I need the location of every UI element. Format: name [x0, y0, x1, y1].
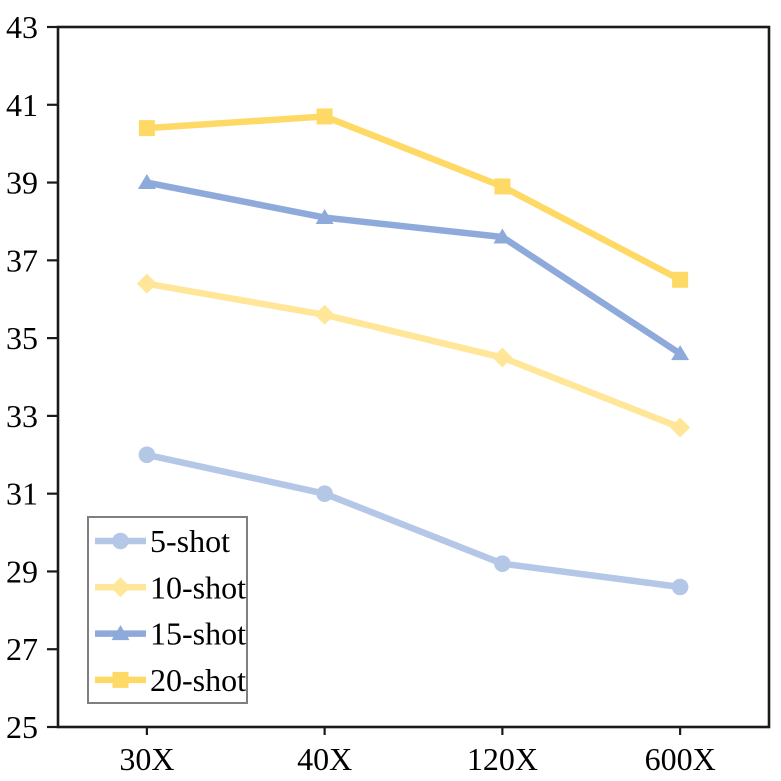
legend-item-15-shot: 15-shot — [95, 616, 246, 652]
y-axis-tick-label: 37 — [6, 242, 38, 278]
y-axis-tick-label: 41 — [6, 87, 38, 123]
data-point-marker-10-shot — [670, 417, 691, 438]
legend-marker-square-icon — [112, 671, 129, 688]
x-axis-tick-label: 40X — [297, 741, 352, 777]
y-axis-tick-label: 43 — [6, 9, 38, 45]
data-point-marker-15-shot — [137, 174, 156, 190]
legend-item-20-shot: 20-shot — [95, 662, 246, 698]
legend-marker-triangle-icon — [111, 625, 130, 641]
data-point-marker-10-shot — [314, 304, 335, 325]
series-5-shot — [138, 446, 689, 596]
legend-marker-diamond-icon — [110, 577, 131, 598]
y-axis-tick-label: 27 — [6, 631, 38, 667]
data-point-marker-5-shot — [494, 555, 511, 572]
data-point-marker-15-shot — [315, 209, 334, 225]
y-axis-tick-label: 35 — [6, 320, 38, 356]
data-point-marker-20-shot — [494, 178, 511, 195]
data-point-marker-20-shot — [316, 108, 333, 125]
series-line-20-shot — [146, 113, 682, 283]
data-point-marker-10-shot — [492, 347, 513, 368]
legend-item-5-shot: 5-shot — [95, 523, 230, 559]
x-axis-tick-label: 120X — [467, 741, 538, 777]
data-point-marker-5-shot — [316, 485, 333, 502]
legend-label: 20-shot — [150, 662, 246, 698]
data-point-marker-15-shot — [671, 345, 690, 361]
series-10-shot — [136, 273, 691, 438]
data-point-marker-20-shot — [672, 271, 689, 288]
y-axis-tick-label: 25 — [6, 709, 38, 745]
legend: 5-shot 10-shot 15-shot 20-shot — [87, 516, 248, 704]
y-axis-tick-label: 29 — [6, 553, 38, 589]
legend-marker-circle-icon — [112, 532, 129, 550]
data-point-marker-5-shot — [671, 578, 689, 596]
legend-item-10-shot: 10-shot — [95, 569, 246, 605]
legend-label: 10-shot — [150, 569, 246, 605]
series-20-shot — [138, 108, 689, 288]
data-point-marker-10-shot — [136, 273, 157, 294]
series-line-10-shot — [146, 280, 682, 431]
series-line-15-shot — [146, 179, 682, 357]
y-axis-tick-label: 39 — [6, 165, 38, 201]
legend-label: 5-shot — [150, 523, 230, 559]
x-axis-tick-label: 600X — [645, 741, 716, 777]
x-axis-tick-label: 30X — [119, 741, 174, 777]
y-axis-tick-label: 33 — [6, 398, 38, 434]
series-line-5-shot — [146, 451, 681, 591]
series-15-shot — [137, 174, 690, 361]
data-point-marker-15-shot — [493, 228, 512, 244]
y-axis-tick-label: 31 — [6, 476, 38, 512]
legend-label: 15-shot — [150, 616, 246, 652]
data-point-marker-20-shot — [138, 120, 155, 137]
data-point-marker-5-shot — [138, 446, 156, 464]
plot-area-border — [56, 25, 771, 729]
